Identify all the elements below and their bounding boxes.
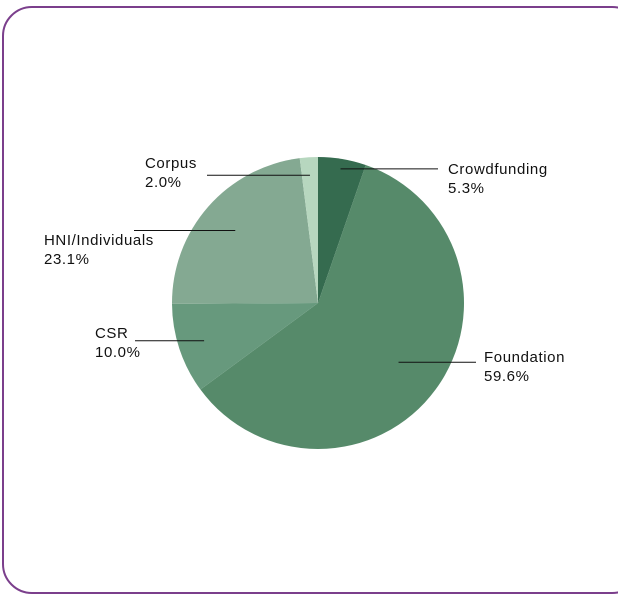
- label-csr-value: 10.0%: [95, 344, 141, 361]
- pie-slice-hni-individuals: [172, 158, 318, 304]
- label-corpus-value: 2.0%: [145, 174, 182, 191]
- pie-slice-foundation: [200, 165, 464, 449]
- label-foundation-name: Foundation: [484, 349, 565, 366]
- label-foundation-value: 59.6%: [484, 368, 530, 385]
- label-crowdfunding-name: Crowdfunding: [448, 161, 548, 178]
- pie-slice-csr: [172, 303, 318, 390]
- pie-slice-crowdfunding: [318, 157, 366, 303]
- pie-slice-corpus: [299, 157, 318, 303]
- label-crowdfunding-value: 5.3%: [448, 180, 485, 197]
- label-hni-name: HNI/Individuals: [44, 232, 154, 249]
- label-hni-value: 23.1%: [44, 251, 90, 268]
- label-corpus-name: Corpus: [145, 155, 197, 172]
- label-csr-name: CSR: [95, 325, 128, 342]
- pie-slices: [172, 157, 464, 449]
- leader-lines: [134, 168, 476, 363]
